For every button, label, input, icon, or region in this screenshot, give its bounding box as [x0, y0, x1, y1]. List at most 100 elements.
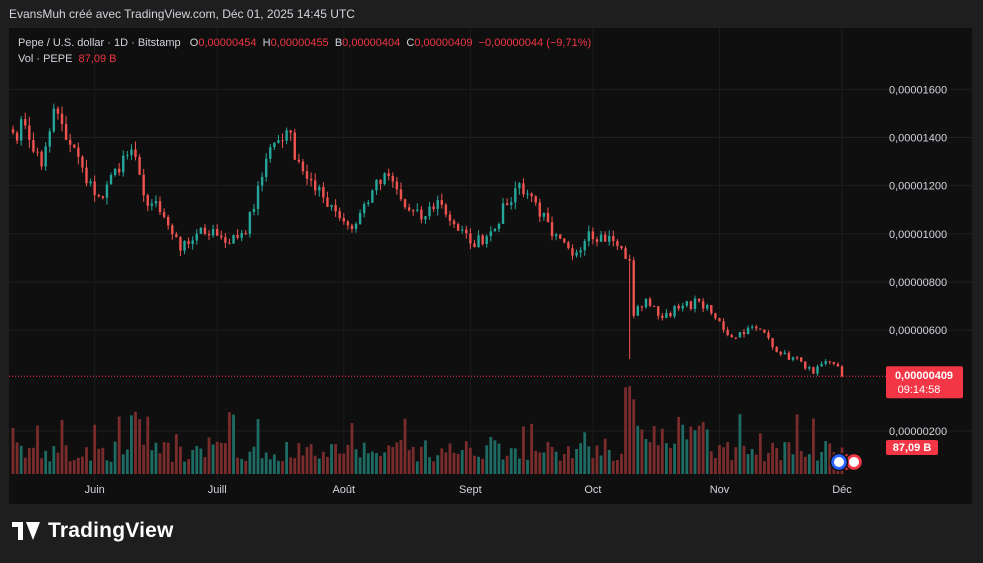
candle-body: [583, 241, 586, 251]
candle-body: [56, 108, 60, 114]
volume-bar: [19, 445, 23, 474]
candle-body: [836, 363, 840, 367]
volume-bar: [509, 448, 513, 474]
candle-body: [489, 231, 492, 237]
us-flag-icon[interactable]: [829, 452, 849, 472]
candlestick-chart[interactable]: 0,00001600 0,00001400 0,00001200 0,00001000…: [9, 28, 972, 504]
candle-body: [469, 233, 472, 244]
volume-bar: [228, 412, 231, 474]
volume-bar: [485, 445, 489, 474]
volume-bar: [673, 443, 676, 474]
candle-body: [436, 200, 439, 209]
volume-bar: [419, 446, 423, 474]
volume-bar: [652, 426, 656, 474]
candle-body: [207, 233, 211, 236]
candle-body: [273, 142, 276, 148]
volume-bar: [15, 442, 19, 474]
volume-bar: [326, 456, 329, 474]
candle-body: [24, 119, 27, 126]
candle-body: [154, 201, 158, 204]
volume-bar: [76, 457, 80, 474]
volume-bar: [305, 447, 309, 474]
volume-bar: [52, 446, 56, 474]
y-axis: 0,00001600 0,00001400 0,00001200 0,00001000…: [889, 84, 947, 438]
candle-body: [701, 301, 705, 309]
candle-body: [587, 231, 591, 242]
candle-body: [657, 306, 660, 316]
volume-bar: [146, 416, 150, 474]
volume-bar: [648, 442, 652, 474]
volume-bar: [714, 457, 717, 474]
volume-bar: [554, 451, 558, 474]
candle-body: [260, 176, 264, 186]
volume-bar: [754, 454, 758, 474]
candle-body: [571, 248, 574, 256]
x-tick-label: Août: [332, 484, 355, 496]
volume-bar: [587, 446, 591, 474]
candle-body: [32, 139, 35, 152]
candle-body: [595, 239, 599, 242]
candle-body: [783, 352, 787, 355]
volume-value: 87,09 B: [78, 53, 117, 65]
candle-body: [640, 306, 644, 308]
candle-body: [171, 225, 174, 235]
volume-bar: [599, 455, 603, 474]
volume-bar: [256, 419, 260, 474]
volume-bar: [240, 458, 244, 474]
candle-body: [444, 204, 448, 215]
chart-panel[interactable]: 0,00001600 0,00001400 0,00001200 0,00001000…: [9, 28, 972, 504]
volume-bar: [23, 457, 27, 474]
volume-bar: [824, 441, 828, 474]
candle-body: [166, 216, 170, 226]
candle-body: [285, 130, 288, 141]
volume-bar: [174, 434, 178, 474]
volume-label[interactable]: Vol · PEPE: [18, 53, 73, 65]
volume-bar: [730, 460, 734, 474]
candle-body: [375, 179, 378, 191]
volume-bar: [183, 461, 186, 474]
candle-body: [240, 232, 243, 238]
volume-bar: [709, 451, 713, 474]
tradingview-brand[interactable]: TradingView: [12, 519, 174, 543]
volume-bar: [783, 442, 787, 474]
high-label: H: [262, 37, 271, 49]
price-tag-value: 0,00000409: [895, 370, 953, 382]
candle-body: [68, 139, 72, 145]
volume-bar: [775, 447, 779, 474]
candle-body: [828, 361, 831, 363]
volume-bar: [44, 450, 48, 474]
volume-bar: [32, 447, 35, 474]
volume-bar: [758, 433, 762, 474]
volume-bar: [640, 429, 644, 474]
candle-body: [759, 328, 762, 330]
volume-bar: [191, 449, 195, 474]
candle-body: [52, 108, 56, 132]
candle-body: [40, 151, 43, 167]
volume-bar: [89, 460, 92, 474]
candle-body: [591, 231, 595, 240]
volume-bar: [138, 419, 141, 474]
volume-bar: [763, 461, 766, 474]
volume-bar: [387, 445, 391, 474]
flag-icon[interactable]: [844, 452, 864, 472]
candle-body: [518, 183, 521, 189]
volume-bar: [40, 458, 43, 474]
candle-body: [465, 229, 468, 234]
close-label: C: [406, 37, 415, 49]
volume-bar: [718, 445, 721, 474]
volume-bar: [440, 448, 444, 474]
volume-bar: [113, 441, 117, 474]
price-tag: [886, 366, 963, 399]
volume-bar: [432, 461, 436, 474]
candle-body: [628, 258, 631, 261]
volume-bar: [309, 444, 313, 474]
candle-body: [138, 156, 141, 175]
volume-bar: [142, 444, 146, 474]
volume-bar: [48, 461, 52, 474]
volume-bar: [60, 419, 64, 474]
candle-body: [832, 362, 836, 364]
countdown-value: 09:14:58: [898, 384, 941, 396]
y-tick-label: 0,00000800: [889, 277, 947, 289]
candle-body: [11, 129, 15, 133]
symbol-label[interactable]: Pepe / U.S. dollar · 1D · Bitstamp: [18, 37, 181, 49]
